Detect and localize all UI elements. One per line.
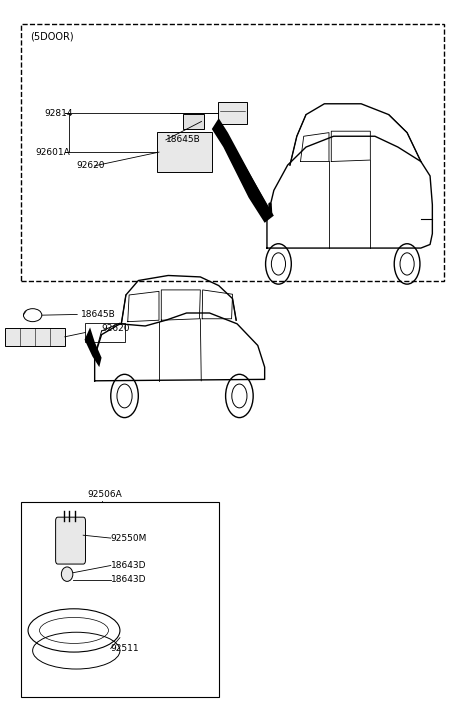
Text: 92814: 92814 — [44, 108, 73, 118]
Text: 18645B: 18645B — [166, 135, 200, 145]
Bar — [5, 328, 65, 346]
Text: 18643D: 18643D — [111, 561, 146, 570]
Text: 92550M: 92550M — [111, 534, 147, 542]
Text: 92620: 92620 — [101, 324, 130, 334]
Bar — [157, 132, 212, 172]
Text: 92506A: 92506A — [88, 490, 122, 499]
Bar — [218, 103, 247, 124]
Bar — [86, 323, 125, 342]
Text: 92601A: 92601A — [35, 148, 70, 156]
Bar — [21, 502, 219, 696]
Polygon shape — [85, 327, 101, 367]
Text: 92511: 92511 — [111, 644, 140, 653]
Bar — [21, 25, 444, 281]
Bar — [183, 113, 204, 129]
FancyBboxPatch shape — [56, 517, 86, 564]
Text: (5DOOR): (5DOOR) — [30, 32, 74, 41]
Text: 18645B: 18645B — [81, 310, 116, 319]
Text: 18643D: 18643D — [111, 576, 146, 585]
Ellipse shape — [61, 567, 73, 582]
Text: 92620: 92620 — [76, 161, 105, 170]
Polygon shape — [212, 119, 274, 222]
